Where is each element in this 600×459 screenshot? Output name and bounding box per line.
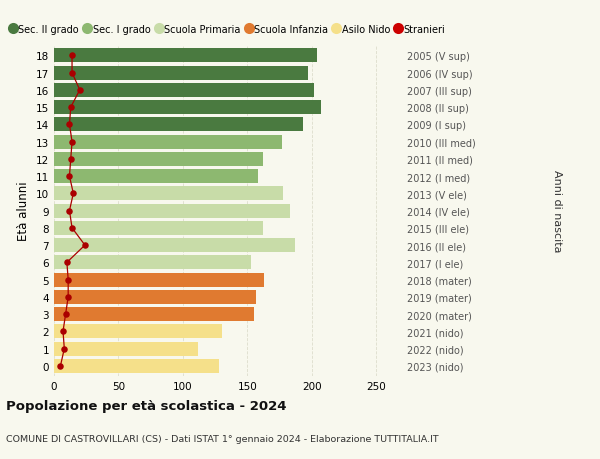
Bar (54, 342, 199, 356)
Bar (54, 187, 283, 201)
Point (67, 225, 77, 232)
Point (61, 311, 70, 318)
Y-axis label: Anni di nascita: Anni di nascita (552, 170, 562, 252)
Bar (54, 256, 251, 270)
Text: Popolazione per età scolastica - 2024: Popolazione per età scolastica - 2024 (6, 399, 287, 412)
Bar (54, 290, 256, 304)
Bar (54, 135, 282, 149)
Bar (54, 101, 321, 115)
Point (67, 70, 77, 77)
Point (62, 259, 71, 266)
Point (65, 121, 74, 129)
Point (65, 173, 74, 180)
Point (59, 345, 69, 353)
Bar (54, 84, 314, 98)
Bar (54, 325, 221, 339)
Bar (54, 273, 264, 287)
Bar (54, 152, 263, 167)
Bar (54, 67, 308, 80)
Point (67, 139, 77, 146)
Point (75, 87, 85, 95)
Legend: Sec. II grado, Sec. I grado, Scuola Primaria, Scuola Infanzia, Asilo Nido, Stran: Sec. II grado, Sec. I grado, Scuola Prim… (11, 24, 445, 34)
Text: COMUNE DI CASTROVILLARI (CS) - Dati ISTAT 1° gennaio 2024 - Elaborazione TUTTITA: COMUNE DI CASTROVILLARI (CS) - Dati ISTA… (6, 434, 439, 443)
Point (64, 276, 73, 284)
Bar (54, 359, 219, 373)
Bar (54, 118, 303, 132)
Point (80, 242, 90, 249)
Point (64, 294, 73, 301)
Bar (54, 221, 263, 235)
Point (58, 328, 68, 335)
Point (56, 363, 65, 370)
Bar (54, 170, 257, 184)
Bar (54, 239, 295, 252)
Y-axis label: Età alunni: Età alunni (17, 181, 31, 241)
Bar (54, 308, 254, 321)
Bar (54, 204, 290, 218)
Point (68, 190, 78, 197)
Point (66, 104, 76, 112)
Point (66, 156, 76, 163)
Point (67, 52, 77, 60)
Bar (54, 49, 317, 63)
Point (65, 207, 74, 215)
